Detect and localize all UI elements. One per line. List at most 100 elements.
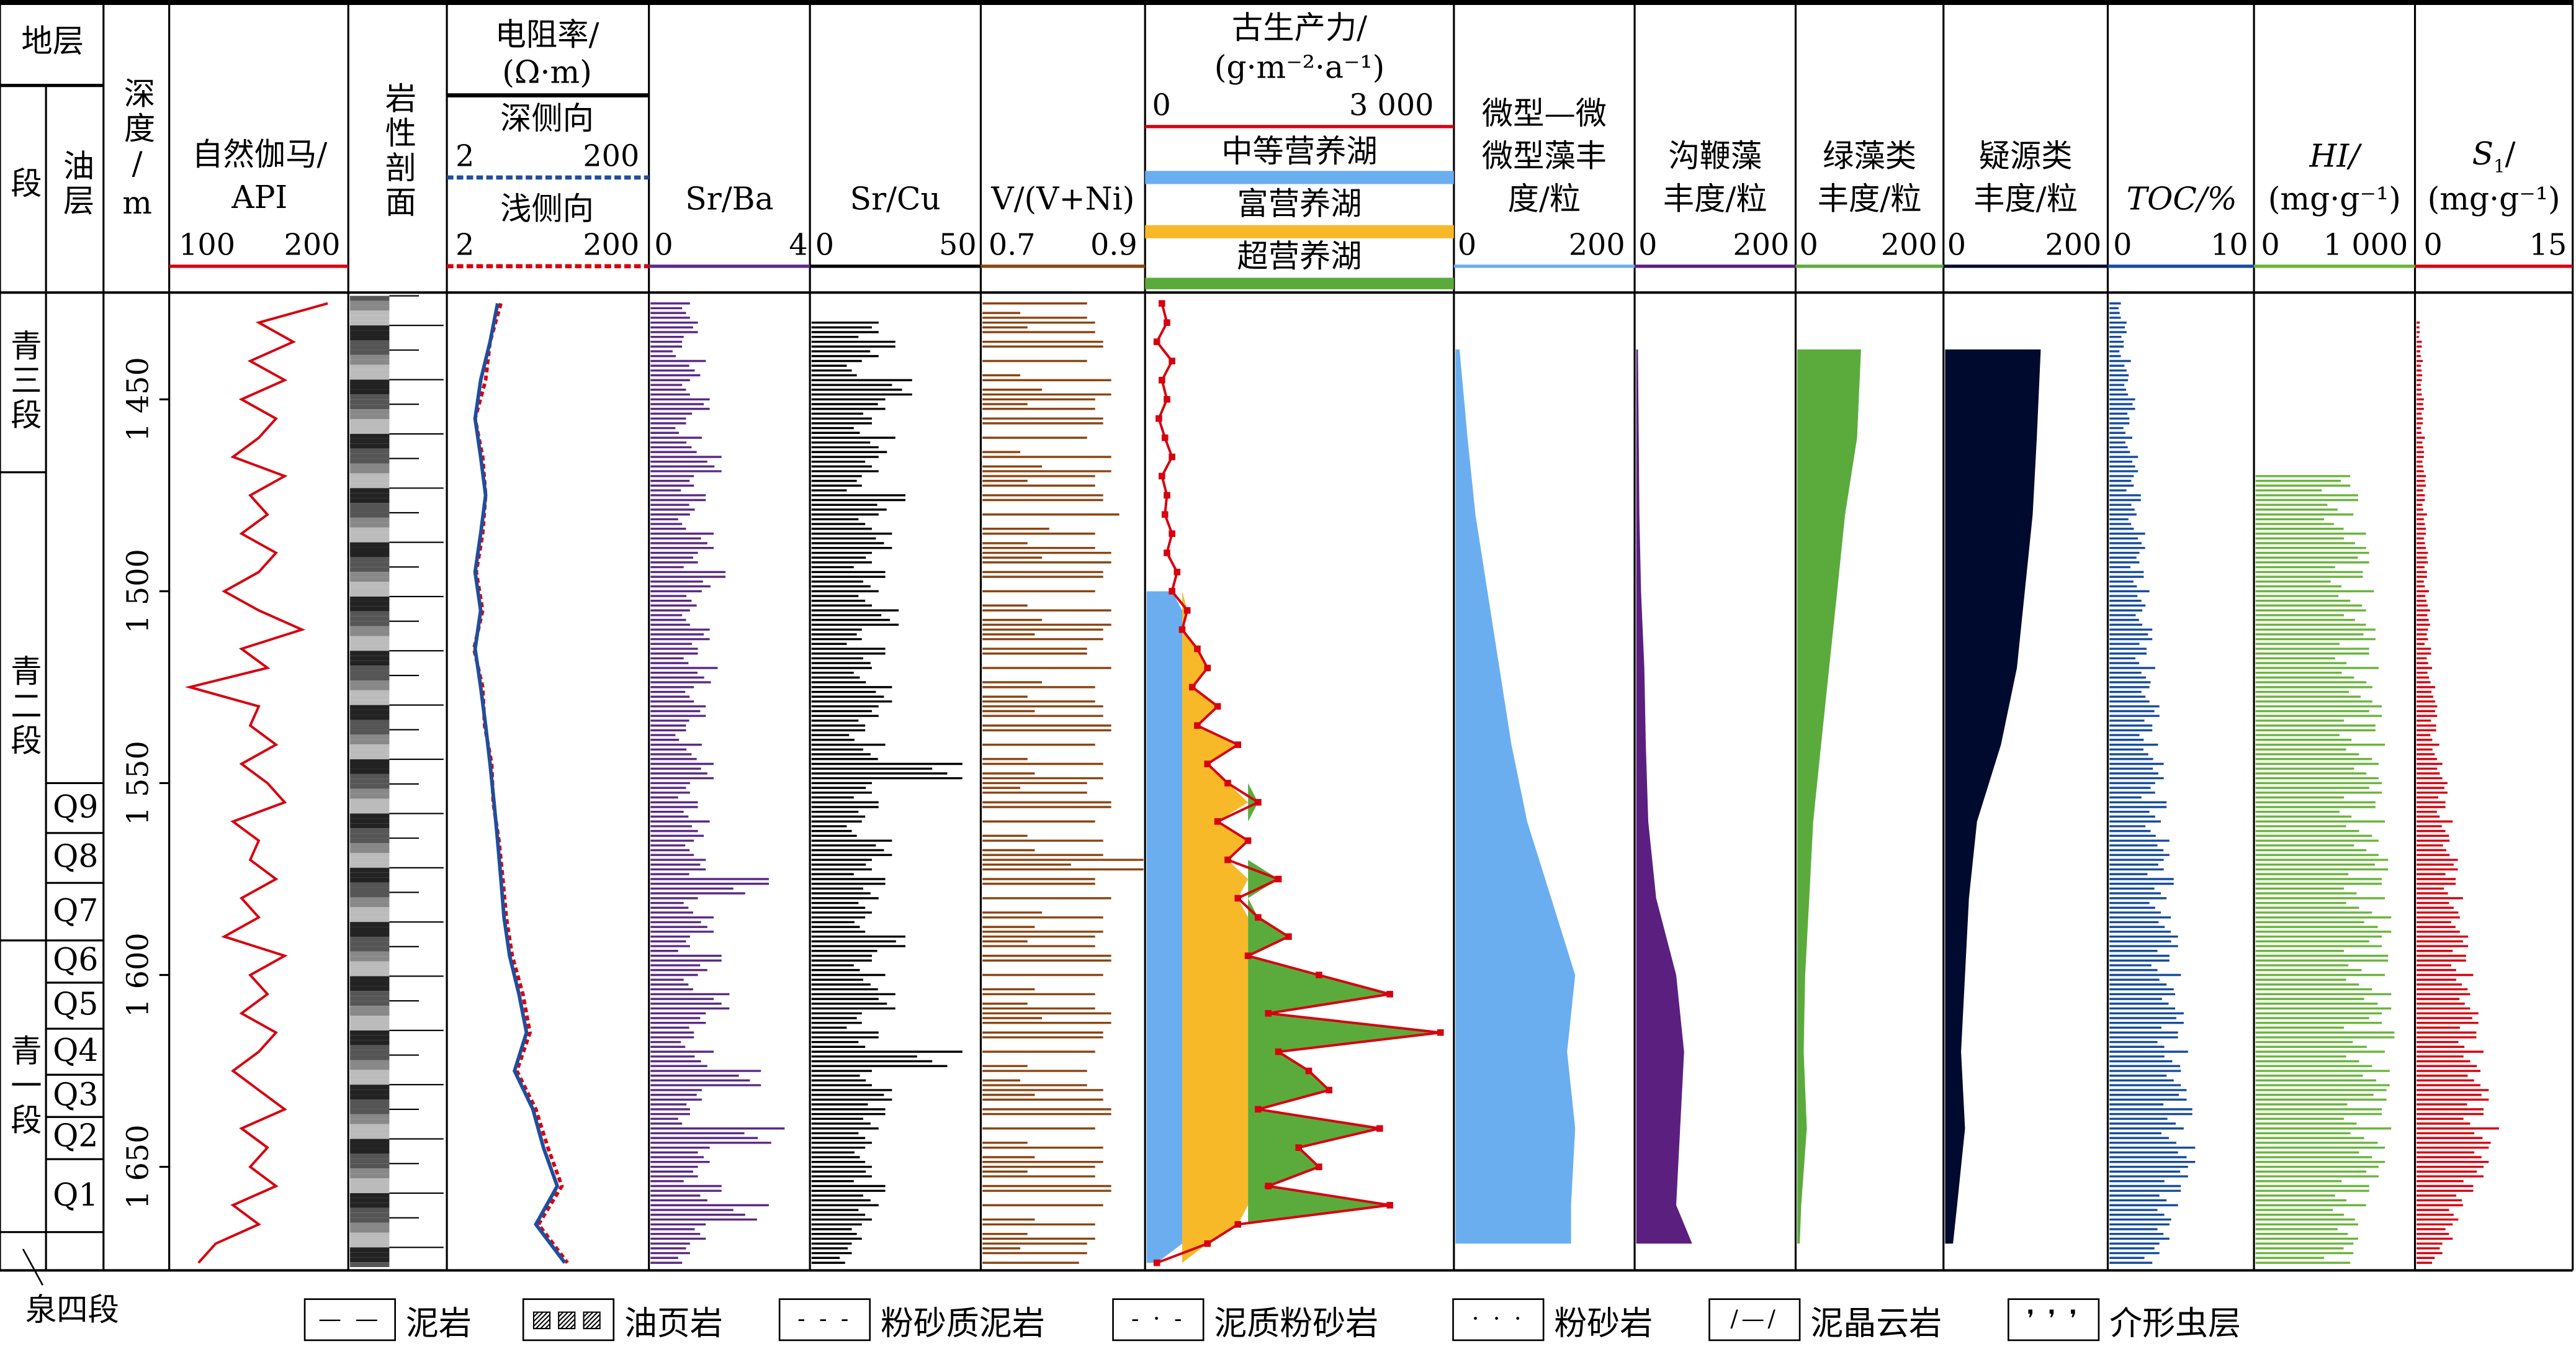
lithology-layer xyxy=(349,1144,390,1149)
lithology-layer xyxy=(349,897,390,903)
lithology-layer xyxy=(349,1080,390,1085)
paleo-point xyxy=(1164,319,1170,326)
member-label: 青二段 xyxy=(6,654,42,759)
lithology-layer xyxy=(349,892,390,898)
lithology-layer xyxy=(349,1001,390,1006)
lithology-layer xyxy=(349,956,390,962)
deep-resistivity-curve xyxy=(473,303,567,1264)
dino-title-1: 沟鞭藻 xyxy=(1668,138,1762,175)
micro-title-2: 微型藻丰 xyxy=(1481,138,1607,175)
paleo-point xyxy=(1161,434,1169,441)
lithology-layer xyxy=(349,404,390,410)
paleo-point xyxy=(1224,856,1231,864)
srcu-max: 50 xyxy=(939,228,977,263)
lithology-header: 岩性剖面 xyxy=(380,82,417,220)
srba-min: 0 xyxy=(654,228,673,263)
toc-max: 10 xyxy=(2210,228,2248,263)
paleo-point xyxy=(1194,722,1201,729)
legend-label: 粉砂质泥岩 xyxy=(880,1302,1045,1342)
lithology-layer xyxy=(349,991,390,996)
paleo-zone-fill xyxy=(1146,591,1182,1263)
lithology-layer xyxy=(349,488,390,494)
lithology-layer xyxy=(349,902,390,908)
green-abundance-area xyxy=(1797,349,1861,1244)
lithology-layer xyxy=(349,1065,390,1070)
paleo-point xyxy=(1255,799,1262,806)
oil-layer-label: Q1 xyxy=(53,1176,99,1213)
legend-item: ∕—∕ 泥晶云岩 xyxy=(1708,1295,1942,1344)
lithology-layer xyxy=(349,1183,390,1188)
legend-label: 泥岩 xyxy=(405,1302,472,1342)
lithology-layer xyxy=(349,961,390,967)
hi-max: 1 000 xyxy=(2323,228,2408,263)
dino-max: 200 xyxy=(1733,228,1790,263)
lithology-layer xyxy=(349,419,390,425)
lithology-layer xyxy=(349,685,390,690)
s1-max: 15 xyxy=(2529,228,2567,263)
zone-moderate-swatch xyxy=(1145,171,1454,184)
paleo-point xyxy=(1164,549,1170,556)
lithology-layer xyxy=(349,823,390,829)
lithology-layer xyxy=(349,769,390,774)
lithology-layer xyxy=(349,1124,390,1129)
paleo-point xyxy=(1178,626,1186,633)
lithology-layer xyxy=(349,907,390,913)
lithology-layer xyxy=(349,1134,390,1139)
lithology-layer xyxy=(349,936,390,942)
lithology-layer xyxy=(349,433,390,439)
lithology-layer xyxy=(349,828,390,834)
paleo-point xyxy=(1156,415,1162,422)
micritic-dolomite-icon: ∕—∕ xyxy=(1708,1298,1801,1342)
lithology-layer xyxy=(349,616,390,621)
micro-abundance-area xyxy=(1455,349,1576,1244)
paleo-point xyxy=(1153,338,1160,345)
depth-tick-label: 1 650 xyxy=(121,1124,155,1209)
lithology-layer xyxy=(349,976,390,981)
lithology-layer xyxy=(349,473,390,479)
paleo-point xyxy=(1159,472,1165,480)
srcu-series xyxy=(811,321,963,1264)
lithology-layer xyxy=(349,340,390,345)
legend-label: 泥质粉砂岩 xyxy=(1214,1302,1379,1342)
lithology-layer xyxy=(349,1104,390,1109)
lithology-layer xyxy=(349,749,390,755)
lithology-layer xyxy=(349,438,390,444)
paleo-point xyxy=(1386,991,1393,998)
paleo-point xyxy=(1183,607,1191,614)
lithology-layer xyxy=(349,1060,390,1065)
paleo-zone-fill xyxy=(1248,591,1441,1263)
s1-unit: (mg·g⁻¹) xyxy=(2427,181,2560,218)
lithology-layer xyxy=(349,399,390,405)
acri-max: 200 xyxy=(2045,228,2102,263)
lithology-layer xyxy=(349,729,390,735)
paleo-point xyxy=(1295,1144,1302,1151)
lithology-layer xyxy=(349,508,390,513)
oil-layer-header: 油层 xyxy=(58,149,95,219)
lithology-layer xyxy=(349,1198,390,1203)
zone-hypertrophic-swatch xyxy=(1145,277,1454,289)
lithology-layer xyxy=(349,1252,390,1258)
paleo-point xyxy=(1255,1106,1262,1113)
oil-layer-label: Q4 xyxy=(53,1032,99,1069)
lithology-layer xyxy=(349,1129,390,1134)
paleo-point xyxy=(1326,1086,1332,1094)
lithology-layer xyxy=(349,1202,390,1208)
depth-tick-label: 1 500 xyxy=(121,549,155,633)
paleo-point xyxy=(1188,684,1196,691)
lithology-layer xyxy=(349,330,390,336)
legend-item: - · - 泥质粉砂岩 xyxy=(1112,1295,1378,1344)
hi-title: HI/ xyxy=(2309,138,2360,175)
oil-layer-label: Q5 xyxy=(53,986,99,1023)
micro-min: 0 xyxy=(1457,228,1477,263)
lithology-layer xyxy=(349,882,390,888)
oil-shale-icon: ▨▨▨ xyxy=(522,1298,615,1342)
strata-header: 地层 xyxy=(21,24,84,60)
shallow-min: 2 xyxy=(456,228,475,263)
paleo-point xyxy=(1234,1221,1242,1228)
lithology-layer xyxy=(349,354,390,360)
quan4-leader-line xyxy=(22,1248,43,1286)
lithology-layer xyxy=(349,1207,390,1213)
lithology-layer xyxy=(349,1099,390,1104)
paleo-point xyxy=(1275,875,1282,883)
